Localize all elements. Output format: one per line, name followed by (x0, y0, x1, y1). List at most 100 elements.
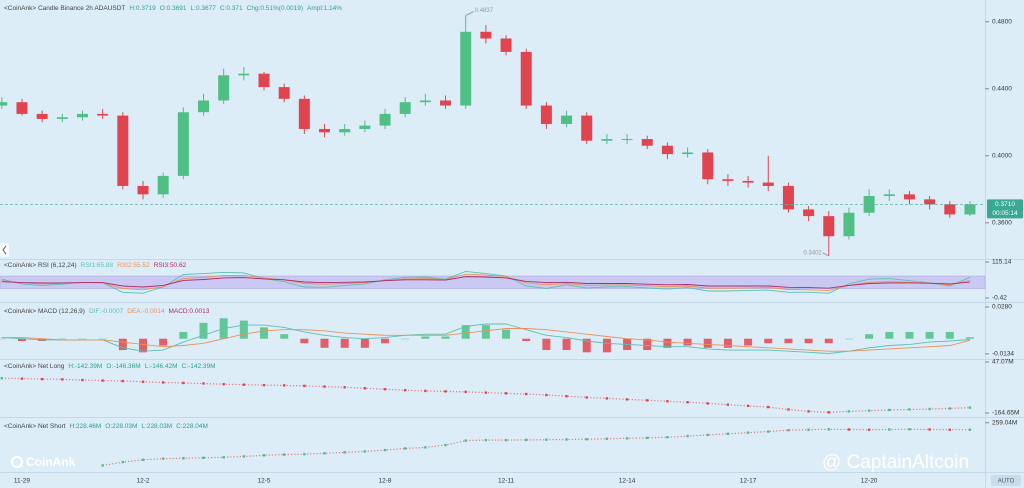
legend-item: Chg:0.51%(0.0019) (247, 5, 303, 12)
macd-bar (179, 331, 188, 339)
macd-bar (522, 338, 531, 341)
x-tick-label: 11-29 (14, 478, 31, 485)
y-tick-label: 259.04M (992, 419, 1017, 426)
macd-bar (764, 338, 773, 344)
panel-header: <CoinAnk> Net Long H:-142.39M O:-146.36M L:… (4, 363, 216, 370)
macd-bar (844, 338, 853, 340)
collapse-button[interactable] (0, 243, 9, 257)
data-dot (262, 383, 266, 387)
candle-body (621, 139, 633, 141)
countdown: 00:05:14 (992, 210, 1018, 217)
candle-body (924, 199, 936, 205)
candle-body (500, 38, 512, 52)
candle-body (460, 31, 472, 106)
data-dot (706, 402, 709, 405)
data-dot (484, 391, 488, 394)
macd-bar (703, 338, 712, 348)
data-dot (666, 400, 669, 403)
candle-body (661, 145, 673, 155)
watermark: CoinAnk (26, 455, 76, 469)
legend-item: RSI1:65.88 (81, 262, 114, 269)
macd-bar (280, 334, 289, 339)
data-dot (222, 382, 225, 386)
data-dot (706, 433, 709, 437)
data-dot (928, 428, 931, 431)
candle-body (883, 194, 895, 197)
macd-bar (340, 338, 349, 348)
macd-bar (562, 338, 571, 351)
y-tick-label: -0.0134 (992, 351, 1014, 358)
panel-header: <CoinAnk> Net Short H:228.46M O:228.03M L:2… (4, 423, 208, 430)
data-dot (444, 390, 447, 393)
y-tick-label: -164.65M (992, 410, 1019, 417)
data-dot (282, 453, 286, 456)
legend-item: L:228.03M (141, 423, 172, 430)
candle-body (561, 115, 573, 124)
data-dot (504, 438, 508, 442)
legend-item: RSI2:55.52 (117, 262, 150, 269)
data-dot (262, 454, 266, 457)
macd-bar (542, 338, 551, 351)
macd-bar (744, 338, 753, 346)
macd-bar (300, 338, 309, 344)
last-price-badge (987, 199, 1023, 219)
data-dot (827, 428, 830, 431)
candle-body (258, 73, 270, 88)
macd-bar (643, 338, 652, 351)
data-dot (787, 428, 790, 432)
candle-body (863, 196, 875, 213)
data-dot (424, 389, 427, 393)
data-dot (161, 381, 165, 384)
y-tick-label: 0.3600 (992, 220, 1012, 227)
data-dot (625, 437, 629, 440)
data-dot (222, 456, 225, 459)
data-dot (746, 404, 750, 408)
data-dot (867, 428, 871, 431)
candle-body (177, 112, 189, 176)
macd-bar (602, 338, 611, 353)
data-dot (908, 428, 911, 431)
candle-body (440, 100, 452, 106)
dotted-line (102, 428, 970, 467)
candle-body (540, 105, 552, 124)
macd-bar (663, 338, 672, 348)
macd-bar (58, 338, 67, 340)
data-dot (303, 452, 306, 456)
macd-bar (78, 338, 87, 340)
candle-body (823, 216, 835, 237)
macd-bar (804, 338, 813, 344)
legend-item: L:-146.42M (145, 363, 178, 370)
data-dot (625, 398, 629, 401)
candle-body (641, 139, 653, 146)
data-dot (605, 397, 609, 400)
panel-title: <CoinAnk> Net Long (4, 363, 65, 370)
data-dot (444, 443, 447, 447)
data-dot (61, 378, 64, 381)
data-dot (404, 447, 407, 450)
data-dot (605, 437, 609, 440)
data-dot (464, 390, 467, 394)
data-dot (323, 385, 326, 388)
legend-item: RSI3:50.62 (154, 262, 187, 269)
macd-bar (421, 336, 430, 339)
candle-body (702, 152, 714, 180)
indicator-line (1, 323, 971, 354)
data-dot (807, 428, 810, 431)
data-dot (585, 396, 588, 399)
data-dot (767, 430, 770, 433)
panel-title: <CoinAnk> Candle Binance 2h ADAUSDT (4, 5, 125, 12)
data-dot (525, 438, 528, 442)
data-dot (545, 393, 548, 397)
data-dot (182, 457, 185, 460)
macd-bar (199, 322, 208, 339)
legend-item: O:0.3691 (160, 5, 187, 12)
auto-button[interactable]: AUTO (991, 475, 1021, 486)
legend-item: H:-142.39M (68, 363, 102, 370)
data-dot (888, 428, 891, 431)
data-dot (827, 411, 830, 414)
panel-title: <CoinAnk> RSI (6,12,24) (4, 262, 77, 269)
macd-bar (118, 338, 127, 351)
macd-bar (260, 327, 269, 339)
auto-label[interactable]: AUTO (998, 479, 1015, 485)
